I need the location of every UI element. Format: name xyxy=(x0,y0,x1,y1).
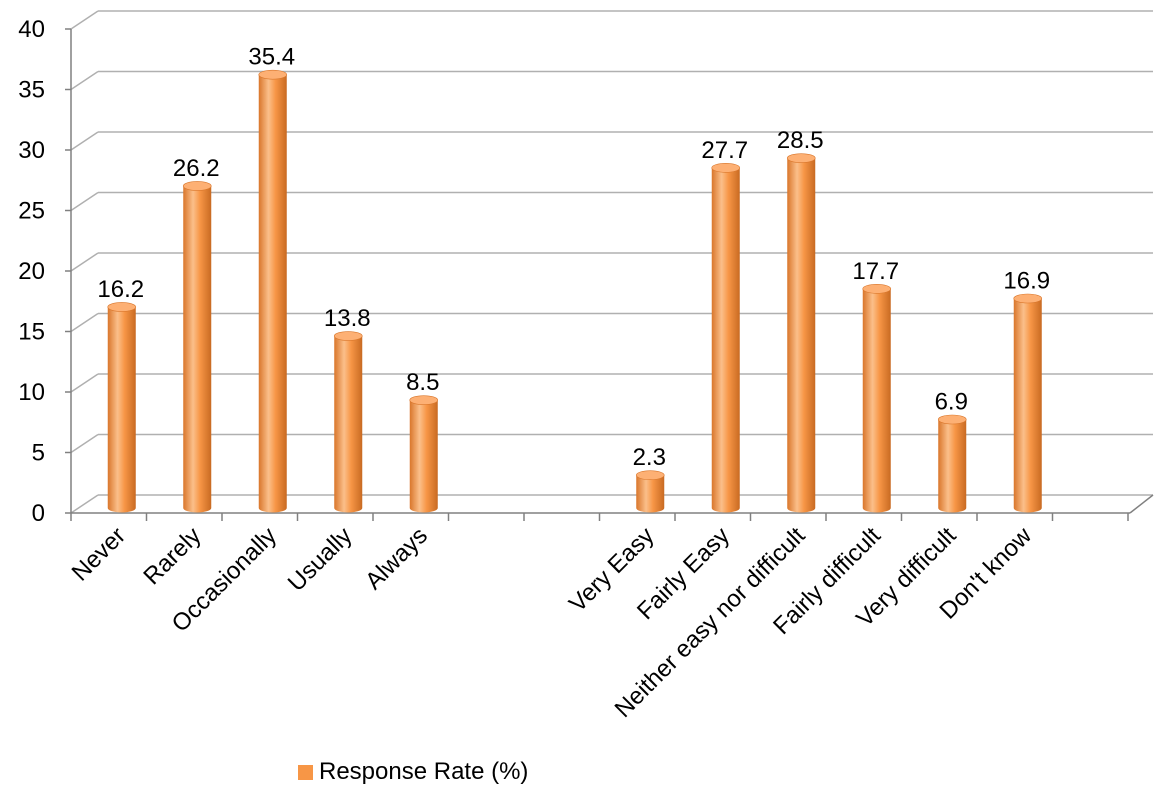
x-tick-label: Rarely xyxy=(138,522,206,590)
gridline-side xyxy=(70,131,99,151)
bar-top xyxy=(182,181,212,191)
data-label: 16.2 xyxy=(97,276,144,303)
x-tick-label: Always xyxy=(360,522,433,595)
gridline-side xyxy=(70,433,99,454)
bar-top xyxy=(1013,293,1043,304)
bar-body xyxy=(183,185,212,513)
bar xyxy=(333,331,363,513)
bar-top xyxy=(409,395,439,405)
bar xyxy=(635,470,665,513)
y-tick-label: 15 xyxy=(18,319,45,346)
y-tick-label: 0 xyxy=(32,500,45,527)
floor-edge xyxy=(1129,494,1154,514)
gridline-side xyxy=(70,494,99,514)
legend-swatch xyxy=(298,764,313,780)
gridline-side xyxy=(70,312,99,333)
data-label: 16.9 xyxy=(1003,268,1050,295)
bar-top xyxy=(107,302,137,312)
bar-top xyxy=(635,470,665,480)
bar-body xyxy=(787,158,816,513)
bar-body xyxy=(409,400,438,513)
bar-body xyxy=(862,288,891,513)
bar xyxy=(937,414,967,513)
bar-top xyxy=(786,153,816,163)
y-tick-label: 25 xyxy=(18,198,45,225)
data-label: 28.5 xyxy=(777,127,824,154)
legend: Response Rate (%) xyxy=(298,758,528,786)
legend-label: Response Rate (%) xyxy=(319,758,529,785)
bar xyxy=(107,302,137,513)
labels: 051015202530354016.2Never26.2Rarely35.4O… xyxy=(18,16,1050,723)
x-tick-label: Never xyxy=(67,522,131,586)
bar-body xyxy=(711,167,740,513)
gridline-side xyxy=(70,191,99,212)
data-label: 17.7 xyxy=(852,258,899,285)
data-label: 2.3 xyxy=(633,444,666,471)
bar-top xyxy=(937,414,967,425)
y-tick-label: 10 xyxy=(18,379,45,406)
bar xyxy=(786,153,816,513)
bar xyxy=(182,181,212,513)
bar xyxy=(409,395,439,513)
bar xyxy=(258,69,288,513)
data-label: 35.4 xyxy=(248,44,295,71)
data-label: 8.5 xyxy=(406,369,439,396)
gridline-side xyxy=(70,70,99,91)
bar-body xyxy=(1013,298,1042,513)
data-label: 27.7 xyxy=(701,137,748,164)
gridlines xyxy=(70,10,1153,514)
bar xyxy=(711,163,741,513)
y-tick-label: 30 xyxy=(18,137,45,164)
bar-body xyxy=(107,306,136,513)
data-label: 26.2 xyxy=(173,155,220,182)
bar-body xyxy=(334,336,363,513)
y-tick-label: 20 xyxy=(18,258,45,285)
y-tick-label: 40 xyxy=(18,16,45,43)
y-tick-label: 35 xyxy=(18,77,45,104)
bar-body xyxy=(636,475,665,513)
bar xyxy=(862,284,892,513)
bar-top xyxy=(711,163,741,173)
x-tick-label: Usually xyxy=(283,522,358,597)
gridline-side xyxy=(70,252,99,272)
bar-top xyxy=(862,284,892,294)
data-label: 6.9 xyxy=(935,389,968,416)
gridline-side xyxy=(70,10,99,30)
gridline-side xyxy=(70,373,99,393)
axes xyxy=(65,28,1154,521)
bar-body xyxy=(938,419,967,513)
bar-top xyxy=(333,331,363,341)
data-label: 13.8 xyxy=(324,305,371,332)
bar-top xyxy=(258,69,288,80)
bar xyxy=(1013,293,1043,513)
y-tick-label: 5 xyxy=(32,440,45,467)
bar-body xyxy=(258,74,287,513)
bars xyxy=(107,69,1043,513)
